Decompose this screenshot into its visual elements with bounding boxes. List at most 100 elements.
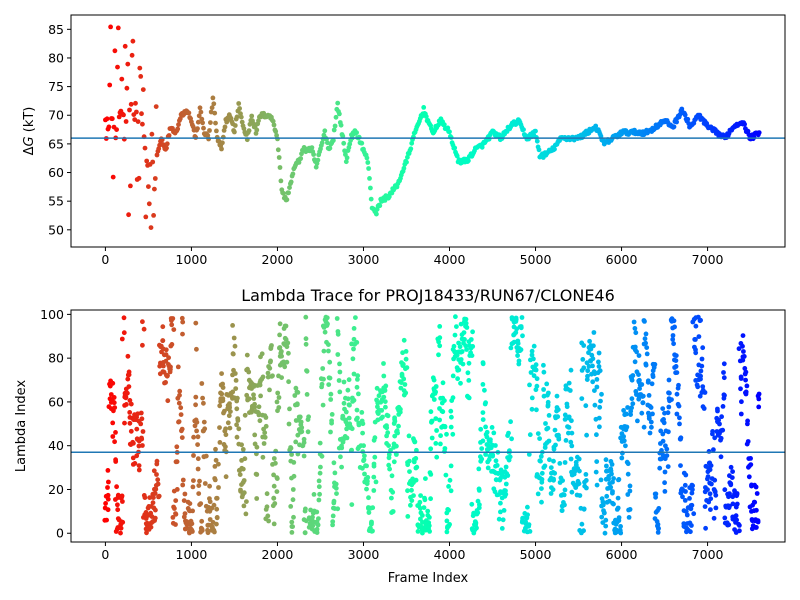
delta-g-point xyxy=(536,147,542,153)
lambda-point xyxy=(448,424,454,430)
lambda-point xyxy=(257,418,263,424)
lambda-point xyxy=(193,394,199,400)
lambda-point xyxy=(170,316,176,321)
lambda-point xyxy=(713,505,719,511)
lambda-point xyxy=(302,530,308,536)
delta-g-point xyxy=(254,127,260,133)
lambda-point xyxy=(164,373,170,379)
lambda-point xyxy=(105,496,111,502)
lambda-point xyxy=(241,490,247,496)
lambda-point xyxy=(465,370,471,376)
lambda-point xyxy=(505,473,511,478)
lambda-point xyxy=(603,457,609,463)
delta-g-point xyxy=(408,146,414,152)
lambda-point xyxy=(249,409,254,415)
lambda-point xyxy=(327,359,333,365)
lambda-point xyxy=(736,346,742,352)
lambda-point xyxy=(586,350,591,356)
lambda-point xyxy=(448,408,454,414)
lambda-point xyxy=(684,512,690,518)
lambda-point xyxy=(148,524,154,530)
lambda-point xyxy=(144,530,149,536)
lambda-point xyxy=(437,343,443,349)
lambda-point xyxy=(194,419,200,425)
lambda-point xyxy=(556,435,562,441)
lambda-point xyxy=(442,446,448,451)
lambda-point xyxy=(406,433,412,439)
lambda-point xyxy=(576,481,582,486)
bottom-scatter-points xyxy=(102,314,762,536)
bottom-x-tick-label: 4000 xyxy=(434,547,466,562)
lambda-point xyxy=(381,394,387,400)
lambda-point xyxy=(754,507,759,513)
lambda-point xyxy=(710,431,715,437)
lambda-point xyxy=(594,377,600,382)
delta-g-point xyxy=(286,190,291,196)
lambda-point xyxy=(286,350,291,356)
delta-g-point xyxy=(115,64,120,70)
lambda-point xyxy=(756,396,762,402)
lambda-point xyxy=(227,425,233,431)
lambda-point xyxy=(485,465,491,471)
bottom-x-tick-label: 7000 xyxy=(692,547,724,562)
lambda-point xyxy=(539,470,545,476)
delta-g-point xyxy=(130,38,136,44)
lambda-point xyxy=(178,412,184,417)
delta-g-point xyxy=(129,52,135,58)
lambda-point xyxy=(655,508,660,514)
delta-g-point xyxy=(685,116,691,122)
lambda-point xyxy=(727,503,732,509)
lambda-point xyxy=(590,363,595,369)
lambda-point xyxy=(258,393,263,399)
lambda-point xyxy=(365,475,371,480)
lambda-point xyxy=(119,336,125,342)
top-y-tick-label: 60 xyxy=(48,165,64,180)
lambda-point xyxy=(618,524,623,529)
lambda-point xyxy=(721,375,727,381)
lambda-point xyxy=(205,522,211,528)
lambda-point xyxy=(636,353,642,358)
lambda-point xyxy=(560,478,565,483)
lambda-point xyxy=(425,508,431,514)
delta-g-point xyxy=(219,146,224,152)
lambda-point xyxy=(256,412,262,418)
lambda-point xyxy=(232,371,238,376)
lambda-point xyxy=(169,322,175,328)
lambda-point xyxy=(697,393,703,399)
lambda-point xyxy=(469,353,475,358)
lambda-point xyxy=(737,528,742,534)
lambda-point xyxy=(655,522,661,527)
lambda-point xyxy=(683,489,688,494)
lambda-point xyxy=(626,515,632,520)
lambda-point xyxy=(344,426,349,432)
lambda-point xyxy=(254,444,260,450)
lambda-point xyxy=(339,443,344,449)
delta-g-point xyxy=(552,146,557,152)
lambda-point xyxy=(139,435,144,441)
lambda-point xyxy=(346,415,352,421)
lambda-point xyxy=(399,371,405,377)
lambda-point xyxy=(456,367,462,373)
lambda-point xyxy=(470,344,476,349)
lambda-point xyxy=(655,530,661,535)
delta-g-point xyxy=(404,159,409,165)
lambda-point xyxy=(335,506,341,512)
lambda-point xyxy=(305,429,311,435)
lambda-point xyxy=(583,472,589,477)
lambda-point xyxy=(134,426,140,432)
lambda-point xyxy=(678,463,683,468)
lambda-point xyxy=(566,430,571,436)
lambda-point xyxy=(234,406,240,412)
lambda-point xyxy=(446,507,451,513)
lambda-point xyxy=(418,493,423,498)
lambda-point xyxy=(239,442,245,448)
lambda-point xyxy=(635,418,640,424)
lambda-point xyxy=(513,315,519,321)
bottom-y-axis: 0 20 40 60 80 100 xyxy=(40,307,71,541)
lambda-point xyxy=(386,462,392,468)
lambda-point xyxy=(194,428,200,434)
lambda-point xyxy=(474,525,479,531)
lambda-point xyxy=(180,477,186,483)
lambda-point xyxy=(674,391,680,397)
